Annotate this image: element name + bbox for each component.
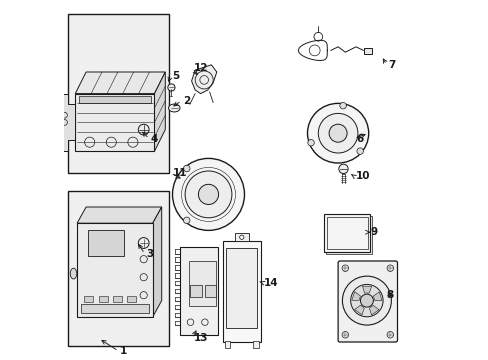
- Bar: [188, 261, 215, 306]
- Circle shape: [138, 238, 149, 248]
- Circle shape: [183, 165, 190, 172]
- Text: 8: 8: [386, 290, 393, 300]
- Text: 2: 2: [183, 96, 190, 106]
- Polygon shape: [61, 94, 75, 151]
- Circle shape: [172, 158, 244, 230]
- Text: 5: 5: [172, 71, 180, 81]
- FancyBboxPatch shape: [337, 261, 397, 342]
- Bar: [68, 191, 168, 346]
- Bar: [253, 341, 259, 348]
- Bar: [226, 248, 257, 328]
- Circle shape: [307, 140, 314, 146]
- Circle shape: [183, 217, 190, 224]
- Circle shape: [318, 113, 357, 153]
- Bar: [127, 296, 136, 302]
- Polygon shape: [351, 292, 360, 301]
- Bar: [68, 14, 168, 173]
- Circle shape: [342, 332, 348, 338]
- Bar: [190, 285, 202, 297]
- Ellipse shape: [70, 268, 77, 279]
- Polygon shape: [362, 286, 371, 293]
- Circle shape: [167, 84, 175, 91]
- Bar: [204, 285, 216, 297]
- Bar: [113, 296, 122, 302]
- Text: 9: 9: [370, 227, 377, 237]
- Text: 7: 7: [387, 60, 395, 70]
- Circle shape: [356, 148, 363, 154]
- Text: 10: 10: [355, 171, 370, 181]
- Polygon shape: [75, 72, 165, 94]
- Text: 1: 1: [120, 346, 127, 356]
- Bar: [224, 341, 230, 348]
- Bar: [81, 304, 149, 313]
- Bar: [84, 296, 93, 302]
- Bar: [88, 230, 123, 256]
- Bar: [77, 223, 152, 317]
- Circle shape: [342, 265, 348, 271]
- Circle shape: [338, 164, 347, 174]
- Ellipse shape: [168, 104, 180, 112]
- Bar: [234, 233, 248, 241]
- Circle shape: [342, 276, 390, 325]
- Bar: [79, 96, 151, 103]
- Circle shape: [386, 332, 393, 338]
- Text: 6: 6: [355, 134, 363, 144]
- Circle shape: [386, 265, 393, 271]
- Bar: [179, 247, 217, 335]
- Bar: [223, 241, 260, 342]
- Circle shape: [350, 284, 382, 317]
- Circle shape: [328, 124, 346, 142]
- Polygon shape: [191, 65, 216, 94]
- Polygon shape: [354, 305, 364, 315]
- Bar: [363, 48, 371, 54]
- Ellipse shape: [307, 103, 368, 163]
- Bar: [323, 214, 370, 252]
- Circle shape: [185, 171, 231, 218]
- Polygon shape: [368, 305, 378, 315]
- Text: 3: 3: [146, 249, 154, 259]
- Circle shape: [360, 294, 373, 307]
- Polygon shape: [154, 72, 165, 151]
- Bar: [99, 296, 107, 302]
- Circle shape: [198, 184, 218, 204]
- Polygon shape: [77, 207, 162, 223]
- Bar: [325, 216, 371, 254]
- Text: 13: 13: [194, 333, 208, 343]
- Polygon shape: [373, 292, 381, 301]
- Text: 11: 11: [172, 168, 186, 178]
- Bar: [75, 94, 154, 151]
- Circle shape: [339, 103, 346, 109]
- Bar: [326, 217, 367, 249]
- Text: 12: 12: [194, 63, 208, 73]
- Text: 4: 4: [151, 134, 158, 144]
- Polygon shape: [152, 207, 162, 317]
- Text: 14: 14: [264, 278, 278, 288]
